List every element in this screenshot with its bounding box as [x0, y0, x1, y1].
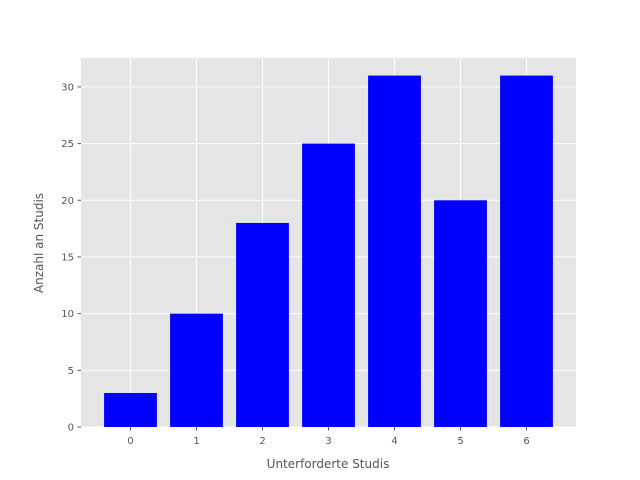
x-tick-label: 3 — [325, 436, 331, 447]
y-tick-label: 15 — [61, 252, 74, 263]
y-tick-label: 20 — [61, 196, 74, 207]
x-axis-title: Unterforderte Studis — [267, 457, 390, 471]
bar-0 — [104, 392, 157, 427]
x-tick-label: 4 — [391, 436, 397, 447]
y-tick-label: 30 — [61, 82, 74, 93]
bar-4 — [368, 75, 421, 428]
bar-2 — [236, 222, 289, 427]
bar-3 — [302, 143, 355, 428]
x-tick-label: 1 — [193, 436, 199, 447]
bar-6 — [500, 75, 553, 428]
x-tick-label: 0 — [127, 436, 133, 447]
y-tick-label: 10 — [61, 309, 74, 320]
bar-5 — [434, 200, 487, 427]
y-tick-label: 5 — [68, 366, 74, 377]
y-tick-label: 0 — [68, 423, 74, 434]
x-axis-ticks: 0 1 2 3 4 5 6 — [127, 427, 530, 447]
bar-1 — [170, 313, 223, 427]
bars — [104, 75, 553, 428]
x-tick-label: 6 — [523, 436, 529, 447]
x-tick-label: 5 — [457, 436, 463, 447]
y-axis-title: Anzahl an Studis — [32, 193, 46, 293]
x-tick-label: 2 — [259, 436, 265, 447]
y-axis-ticks: 0 5 10 15 20 25 30 — [61, 82, 81, 434]
y-tick-label: 25 — [61, 139, 74, 150]
